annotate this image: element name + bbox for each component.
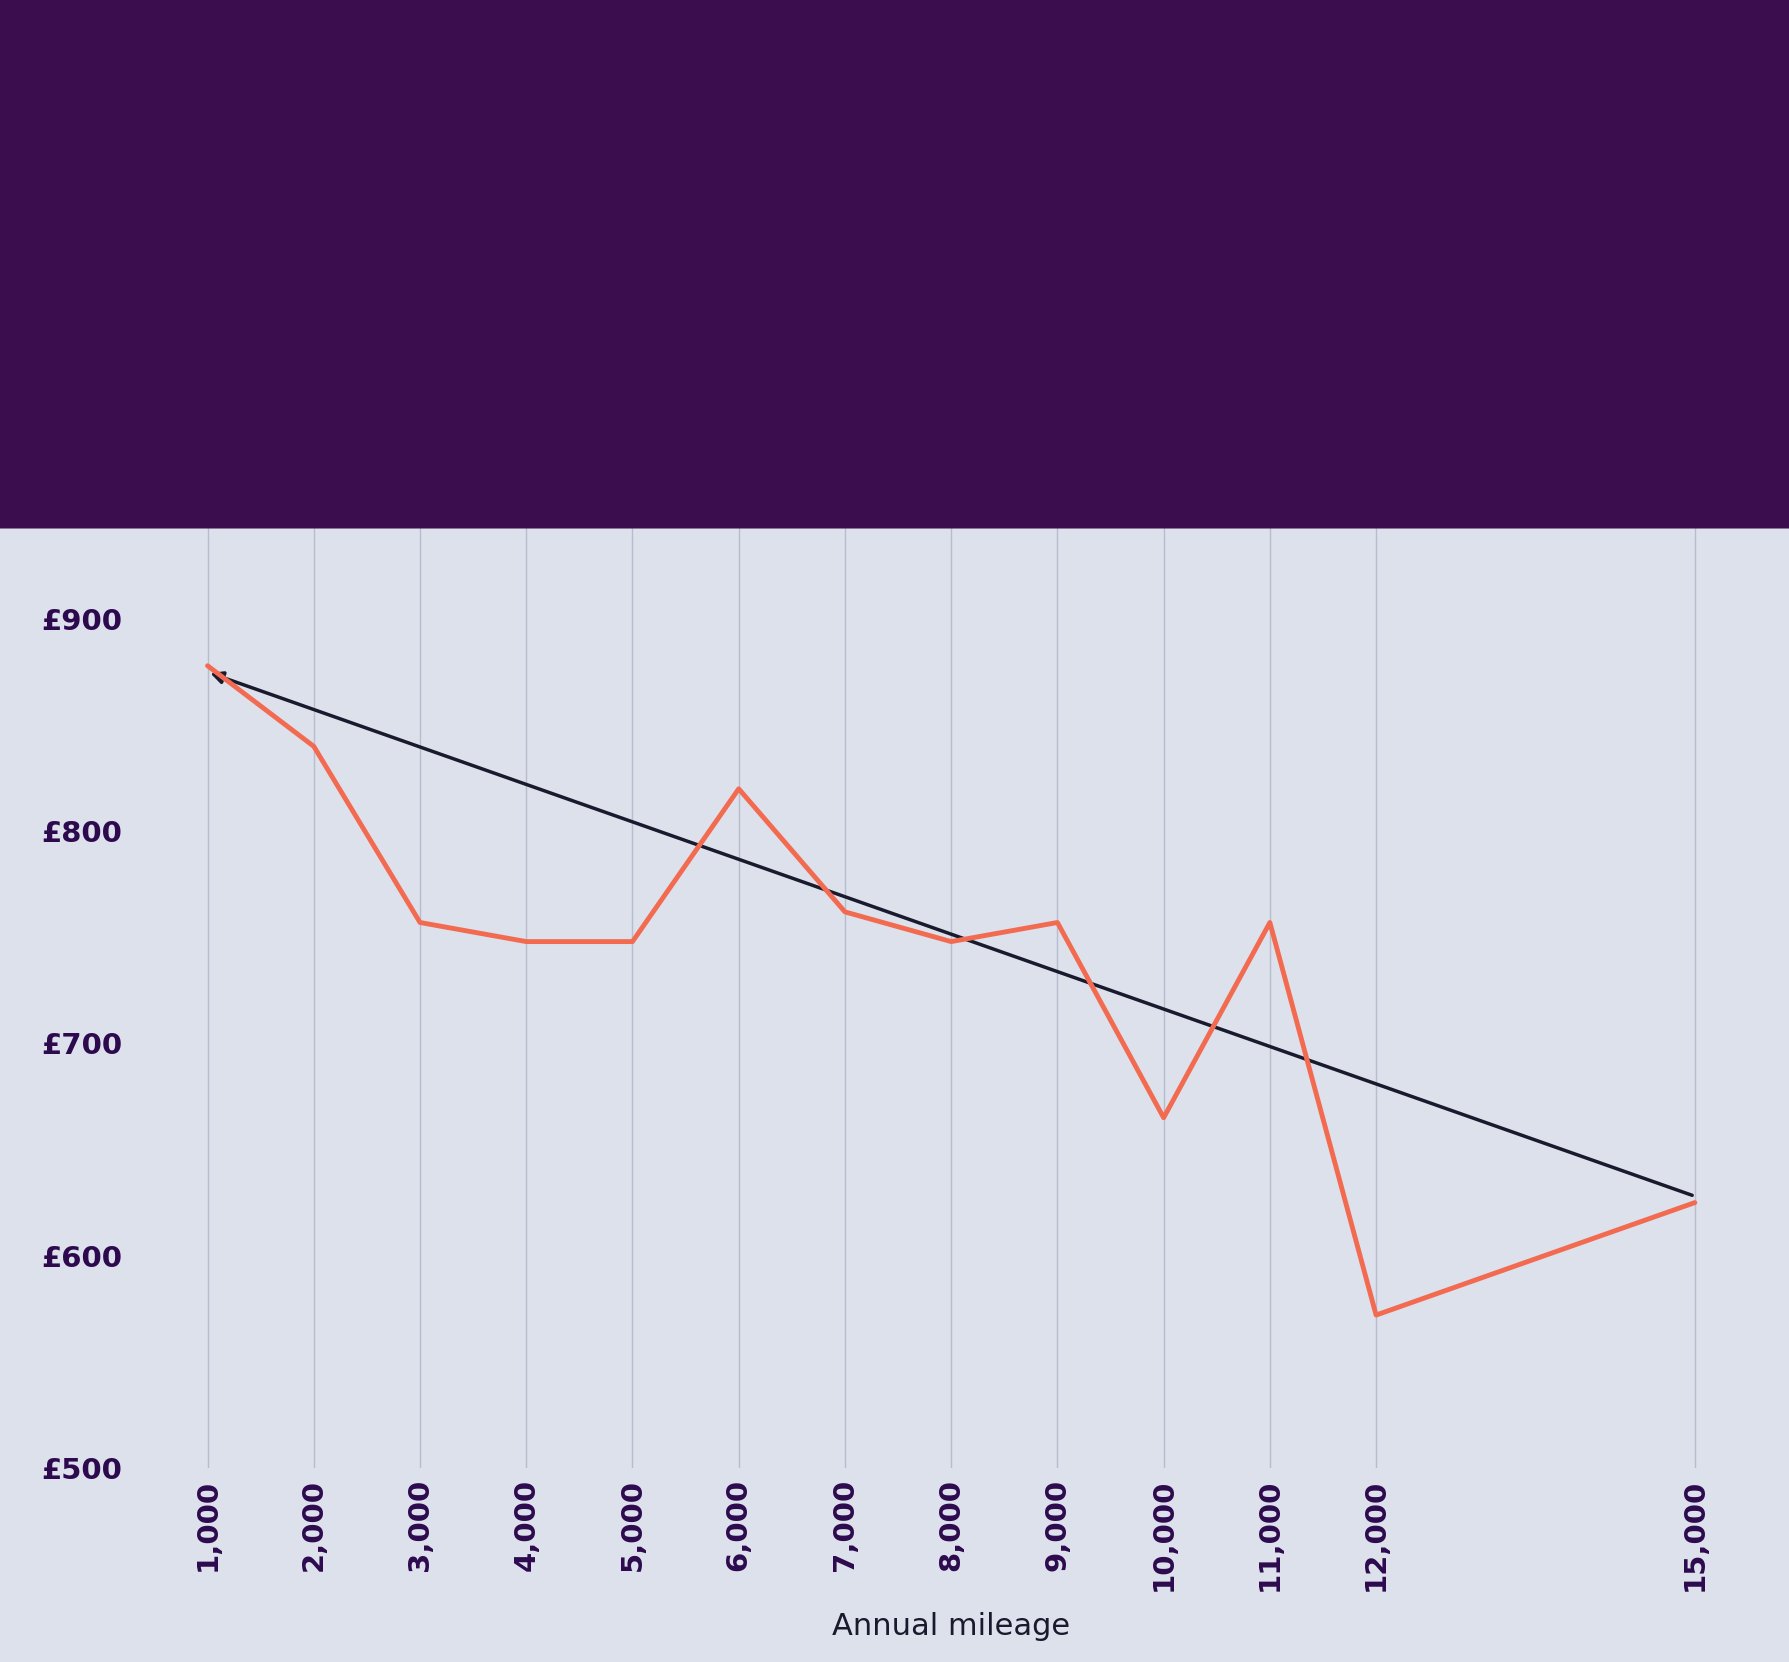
- Text: Average cheapest car insurance quote: Average cheapest car insurance quote: [132, 22, 1036, 63]
- X-axis label: Annual mileage: Annual mileage: [832, 1612, 1070, 1640]
- Text: Why are prices going
up when mileage is
going down?: Why are prices going up when mileage is …: [302, 258, 635, 361]
